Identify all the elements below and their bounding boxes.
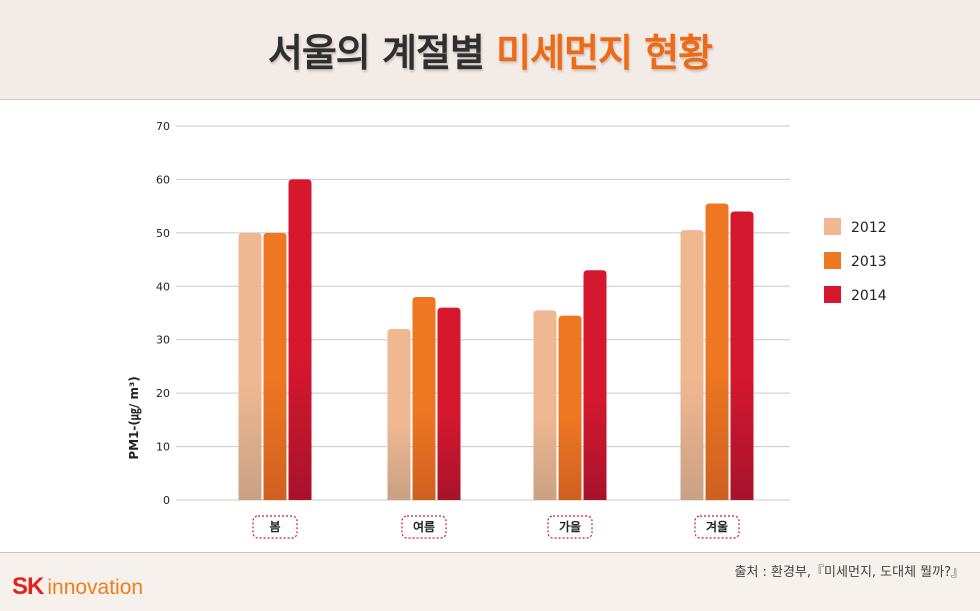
bar-2013-2	[558, 315, 582, 500]
y-tick-label: 20	[156, 387, 170, 400]
footer-band: 출처 : 환경부,『미세먼지, 도대체 뭘까?』 SK innovation	[0, 552, 980, 611]
legend-swatch-2012	[824, 218, 841, 235]
bar-chart: 0 10 20 30 40 50 60 70 봄 여름 가을 겨울 2012 2013 2014 PM1…	[127, 120, 887, 539]
legend-swatch-2014	[824, 286, 841, 303]
y-tick-label: 50	[156, 227, 170, 240]
title-accent: 미세먼지 현황	[496, 31, 713, 75]
category-label: 가을	[559, 519, 581, 534]
bar-2014-2	[583, 270, 607, 500]
page-title: 서울의 계절별 미세먼지 현황	[0, 22, 980, 77]
bar-2014-3	[730, 211, 754, 500]
category-label-box	[547, 515, 593, 539]
chart-panel: 0 10 20 30 40 50 60 70 봄 여름 가을 겨울 2012 2013 2014 PM1…	[0, 100, 980, 552]
bar-2012-0	[238, 232, 262, 500]
category-label: 봄	[269, 520, 280, 534]
y-axis-label: PM1-(㎍/ m³)	[127, 376, 142, 459]
category-label: 겨울	[706, 519, 728, 534]
y-tick-label: 70	[156, 120, 170, 133]
bar-2014-1	[437, 307, 461, 500]
category-label-box	[252, 515, 298, 539]
y-tick-label: 30	[156, 334, 170, 347]
category-label-box	[694, 515, 740, 539]
title-main: 서울의 계절별	[267, 31, 485, 75]
y-tick-label: 60	[156, 173, 170, 186]
sk-innovation-logo: SK innovation	[12, 573, 143, 601]
bar-2013-0	[263, 232, 287, 500]
logo-sk: SK	[12, 573, 44, 600]
legend-label: 2012	[851, 220, 887, 236]
bar-2013-3	[705, 203, 729, 500]
bar-2012-2	[533, 310, 557, 500]
logo-innovation: innovation	[47, 576, 144, 599]
legend-swatch-2013	[824, 252, 841, 269]
legend-label: 2013	[851, 254, 887, 270]
bar-2013-1	[412, 296, 436, 500]
bar-2014-0	[288, 179, 312, 500]
header-band: 서울의 계절별 미세먼지 현황	[0, 0, 980, 100]
category-label: 여름	[413, 519, 435, 534]
legend-label: 2014	[851, 288, 887, 304]
source-note: 출처 : 환경부,『미세먼지, 도대체 뭘까?』	[734, 565, 964, 580]
category-label-box	[401, 515, 447, 539]
bar-2012-3	[680, 230, 704, 500]
y-tick-label: 10	[156, 441, 170, 454]
bar-2012-1	[387, 329, 411, 500]
y-tick-label: 40	[156, 280, 170, 293]
y-tick-label: 0	[163, 494, 170, 507]
